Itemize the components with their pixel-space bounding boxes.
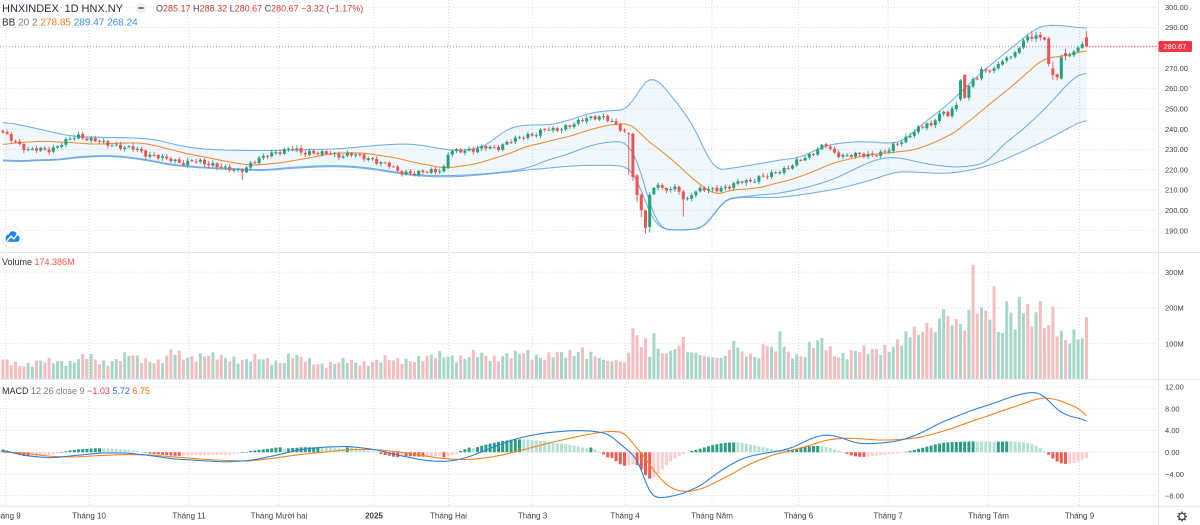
svg-text:300M: 300M xyxy=(1165,268,1184,277)
svg-text:290.00: 290.00 xyxy=(1165,23,1188,32)
svg-text:8.00: 8.00 xyxy=(1165,405,1180,414)
svg-text:1D: 1D xyxy=(65,3,79,15)
svg-text:−8.00: −8.00 xyxy=(1165,492,1184,501)
svg-text:250.00: 250.00 xyxy=(1165,104,1188,113)
svg-text:200M: 200M xyxy=(1165,304,1184,313)
svg-text:Volume 174.386M: Volume 174.386M xyxy=(2,257,75,267)
svg-text:300.00: 300.00 xyxy=(1165,3,1188,12)
svg-text:Tháng Hai: Tháng Hai xyxy=(430,512,467,521)
svg-text:2025: 2025 xyxy=(365,512,383,521)
svg-text:·: · xyxy=(60,3,63,12)
svg-text:Tháng 9: Tháng 9 xyxy=(0,512,21,521)
svg-text:Tháng 3: Tháng 3 xyxy=(518,512,548,521)
svg-text:0.00: 0.00 xyxy=(1165,448,1180,457)
svg-text:Tháng Mười hai: Tháng Mười hai xyxy=(251,512,308,521)
svg-text:Tháng Năm: Tháng Năm xyxy=(691,512,733,521)
svg-text:Tháng 9: Tháng 9 xyxy=(1065,512,1095,521)
svg-text:BB 20 2 278.85 289.47 268.24: BB 20 2 278.85 289.47 268.24 xyxy=(2,18,138,29)
svg-text:HNXINDEX: HNXINDEX xyxy=(2,3,60,15)
svg-text:−4.00: −4.00 xyxy=(1165,470,1184,479)
svg-text:12.00: 12.00 xyxy=(1165,383,1184,392)
svg-text:230.00: 230.00 xyxy=(1165,145,1188,154)
svg-text:100M: 100M xyxy=(1165,339,1184,348)
svg-text:210.00: 210.00 xyxy=(1165,186,1188,195)
svg-text:Tháng 11: Tháng 11 xyxy=(172,512,206,521)
svg-text:Tháng 10: Tháng 10 xyxy=(72,512,106,521)
svg-text:Tháng 4: Tháng 4 xyxy=(610,512,640,521)
svg-text:220.00: 220.00 xyxy=(1165,165,1188,174)
svg-text:280.67: 280.67 xyxy=(1164,42,1187,51)
svg-text:270.00: 270.00 xyxy=(1165,64,1188,73)
svg-text:4.00: 4.00 xyxy=(1165,426,1180,435)
svg-text:240.00: 240.00 xyxy=(1165,125,1188,134)
svg-text:MACD 12 26 close 9 −1.03 5.72: MACD 12 26 close 9 −1.03 5.72 6.75 xyxy=(2,386,150,396)
svg-text:HNX.NY: HNX.NY xyxy=(82,3,124,15)
svg-text:·: · xyxy=(77,3,80,12)
svg-text:O285.17 H288.32 L280.67 C280.6: O285.17 H288.32 L280.67 C280.67 −3.32 (−… xyxy=(156,4,363,14)
svg-text:260.00: 260.00 xyxy=(1165,84,1188,93)
svg-text:Tháng 7: Tháng 7 xyxy=(873,512,903,521)
svg-text:200.00: 200.00 xyxy=(1165,206,1188,215)
svg-text:190.00: 190.00 xyxy=(1165,226,1188,235)
svg-text:Tháng 6: Tháng 6 xyxy=(784,512,814,521)
svg-text:Tháng Tám: Tháng Tám xyxy=(968,512,1009,521)
